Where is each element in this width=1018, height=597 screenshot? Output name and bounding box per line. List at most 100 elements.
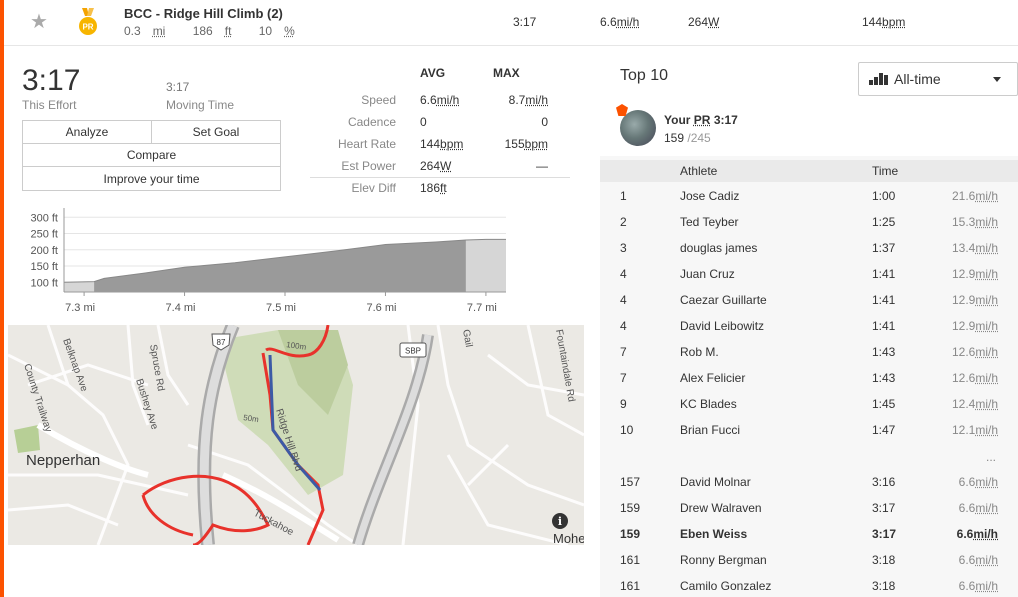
- rank: 7: [620, 345, 627, 359]
- stat-avg: 186ft: [420, 181, 447, 195]
- effort-time[interactable]: 1:43: [872, 371, 896, 385]
- effort-time[interactable]: 3:17: [872, 527, 897, 541]
- speed: 6.6mi/h: [958, 501, 998, 515]
- stat-max: 8.7mi/h: [508, 93, 548, 107]
- segment-heart-rate: 144bpm: [862, 15, 906, 29]
- effort-time[interactable]: 1:47: [872, 423, 896, 437]
- effort-time[interactable]: 1:43: [872, 345, 896, 359]
- leaderboard-row[interactable]: 7 Rob M. 1:43 12.6mi/h: [600, 339, 1018, 365]
- set-goal-button[interactable]: Set Goal: [151, 121, 280, 143]
- leaderboard-row[interactable]: 1 Jose Cadiz 1:00 21.6mi/h: [600, 183, 1018, 209]
- athlete-name[interactable]: douglas james: [680, 241, 758, 255]
- leaderboard-filter-select[interactable]: All-time: [858, 62, 1018, 96]
- athlete-name[interactable]: Juan Cruz: [680, 267, 735, 281]
- segment-distance: 0.3: [124, 24, 141, 38]
- athlete-name[interactable]: Ronny Bergman: [680, 553, 767, 567]
- map-canvas[interactable]: 87 SBP Nepperhan Tuckahoe Ridge Hill Blv…: [8, 325, 584, 545]
- leaderboard-row[interactable]: 4 David Leibowitz 1:41 12.9mi/h: [600, 313, 1018, 339]
- elevation-chart[interactable]: 300 ft 250 ft 200 ft 150 ft 100 ft 7.3 mi 7.4 …: [14, 206, 514, 318]
- avatar[interactable]: [620, 110, 656, 146]
- athlete-name[interactable]: Eben Weiss: [680, 527, 748, 541]
- effort-time: 3:17: [22, 64, 81, 97]
- elevation-unit: ft: [224, 24, 232, 38]
- segment-row[interactable]: ★ PR BCC - Ridge Hill Climb (2) 0.3 mi 18…: [4, 0, 1018, 46]
- athlete-name[interactable]: Jose Cadiz: [680, 189, 740, 203]
- info-icon[interactable]: i: [552, 513, 568, 529]
- effort-time[interactable]: 1:41: [872, 293, 896, 307]
- leaderboard-row[interactable]: 157 David Molnar 3:16 6.6mi/h: [600, 469, 1018, 495]
- athlete-name[interactable]: Ted Teyber: [680, 215, 739, 229]
- athlete-name[interactable]: Alex Felicier: [680, 371, 746, 385]
- leaderboard-row[interactable]: 159 Drew Walraven 3:17 6.6mi/h: [600, 495, 1018, 521]
- athlete-name[interactable]: Rob M.: [680, 345, 719, 359]
- star-icon[interactable]: ★: [30, 11, 48, 33]
- map-label: 100m: [286, 340, 307, 352]
- interstate-shield-icon: 87: [211, 333, 231, 351]
- athlete-name[interactable]: Caezar Guillarte: [680, 293, 767, 307]
- stat-label: Heart Rate: [337, 137, 396, 151]
- rank: 2: [620, 215, 627, 229]
- athlete-name[interactable]: KC Blades: [680, 397, 737, 411]
- leaderboard-row[interactable]: 4 Caezar Guillarte 1:41 12.9mi/h: [600, 287, 1018, 313]
- stat-row: Speed 6.6mi/h 8.7mi/h: [310, 93, 572, 115]
- leaderboard: Your PR 3:17 159 /245 Athlete Time 1 Jose…: [600, 100, 1018, 597]
- leaderboard-row[interactable]: 4 Juan Cruz 1:41 12.9mi/h: [600, 261, 1018, 287]
- athlete-name[interactable]: David Leibowitz: [680, 319, 765, 333]
- parkway-shield-icon: SBP: [399, 342, 427, 358]
- leaderboard-row[interactable]: 2 Ted Teyber 1:25 15.3mi/h: [600, 209, 1018, 235]
- leaderboard-row[interactable]: 161 Camilo Gonzalez 3:18 6.6mi/h: [600, 573, 1018, 597]
- map-label: Mohegan: [553, 531, 584, 545]
- rank: 10: [620, 423, 634, 437]
- leaderboard-row[interactable]: 9 KC Blades 1:45 12.4mi/h: [600, 391, 1018, 417]
- park-area: [278, 330, 348, 415]
- leaderboard-title: Top 10: [620, 67, 669, 84]
- effort-time[interactable]: 1:45: [872, 397, 896, 411]
- rank: 159: [620, 527, 641, 541]
- leaderboard-row[interactable]: 161 Ronny Bergman 3:18 6.6mi/h: [600, 547, 1018, 573]
- leaderboard-row[interactable]: 7 Alex Felicier 1:43 12.6mi/h: [600, 365, 1018, 391]
- rank: 157: [620, 475, 641, 489]
- speed: 13.4mi/h: [951, 241, 998, 255]
- effort-time[interactable]: 1:37: [872, 241, 896, 255]
- segment-line: [268, 354, 322, 491]
- speed: 21.6mi/h: [951, 189, 998, 203]
- segment-name[interactable]: BCC - Ridge Hill Climb (2): [124, 6, 283, 21]
- athlete-name[interactable]: Drew Walraven: [680, 501, 762, 515]
- filter-value: All-time: [894, 71, 941, 87]
- effort-time[interactable]: 1:25: [872, 215, 896, 229]
- athlete-name[interactable]: Camilo Gonzalez: [680, 579, 772, 593]
- minor-roads: [8, 325, 584, 545]
- accent-rule: [0, 0, 4, 597]
- leaderboard-row[interactable]: 10 Brian Fucci 1:47 12.1mi/h: [600, 417, 1018, 443]
- effort-time[interactable]: 1:41: [872, 267, 896, 281]
- effort-time[interactable]: 3:18: [872, 553, 896, 567]
- x-tick-label: 7.7 mi: [467, 302, 497, 314]
- pr-medal-icon: PR: [79, 8, 97, 35]
- stat-row: Elev Diff 186ft: [310, 181, 572, 203]
- rank: 1: [620, 189, 627, 203]
- effort-time[interactable]: 3:16: [872, 475, 896, 489]
- effort-time[interactable]: 3:17: [872, 501, 896, 515]
- athlete-name[interactable]: David Molnar: [680, 475, 751, 489]
- distance-unit: mi: [152, 24, 166, 38]
- time-header: Time: [872, 164, 899, 178]
- speed: 12.9mi/h: [951, 319, 998, 333]
- stat-avg: 0: [420, 115, 427, 129]
- stat-row: Heart Rate 144bpm 155bpm: [310, 137, 572, 159]
- effort-time[interactable]: 1:41: [872, 319, 896, 333]
- route-map[interactable]: 87 SBP Nepperhan Tuckahoe Ridge Hill Blv…: [8, 325, 584, 545]
- effort-time[interactable]: 1:00: [872, 189, 896, 203]
- athlete-name[interactable]: Brian Fucci: [680, 423, 741, 437]
- rank: 7: [620, 371, 627, 385]
- elevation-line: [63, 238, 506, 283]
- pr-card[interactable]: Your PR 3:17 159 /245: [600, 100, 1018, 156]
- analyze-button[interactable]: Analyze: [23, 121, 151, 143]
- stat-avg: 264W: [420, 159, 452, 173]
- rank: 3: [620, 241, 627, 255]
- improve-time-button[interactable]: Improve your time: [23, 167, 280, 190]
- leaderboard-row[interactable]: 3 douglas james 1:37 13.4mi/h: [600, 235, 1018, 261]
- speed: 12.9mi/h: [951, 293, 998, 307]
- leaderboard-row-current-athlete[interactable]: 159 Eben Weiss 3:17 6.6mi/h: [600, 521, 1018, 547]
- effort-time[interactable]: 3:18: [872, 579, 896, 593]
- compare-button[interactable]: Compare: [23, 144, 280, 166]
